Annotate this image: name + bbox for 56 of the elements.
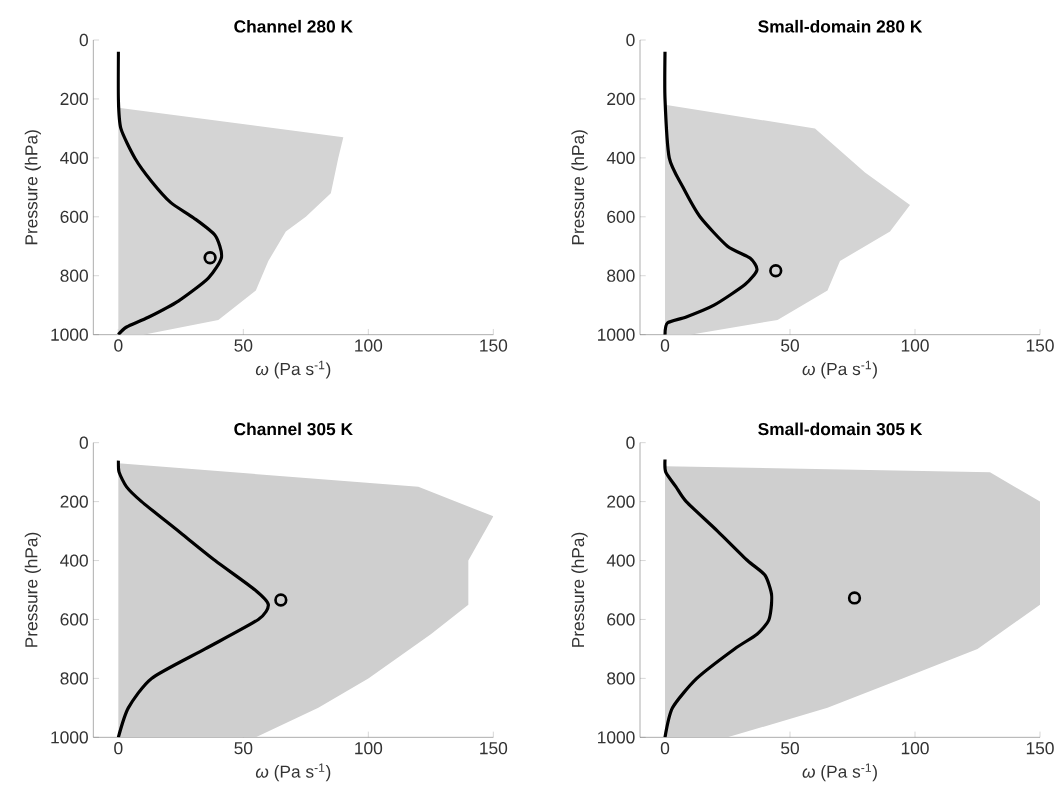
y-tick-label: 800 [60, 269, 88, 282]
line-series [116, 50, 224, 335]
x-tick-label: 150 [480, 339, 508, 352]
y-tick-label: 200 [60, 495, 88, 508]
x-tick-label: 150 [1026, 339, 1054, 352]
x-tick-label: 50 [781, 339, 799, 352]
y-tick-label: 0 [79, 33, 88, 47]
y-axis-title: Pressure (hPa) [571, 130, 588, 245]
line-series [116, 459, 270, 738]
y-tick-label: 600 [607, 613, 635, 626]
y-tick-label: 200 [60, 92, 88, 106]
x-tick-label: 100 [901, 339, 929, 352]
x-tick-label: 50 [234, 339, 253, 352]
y-tick-label: 200 [607, 495, 635, 508]
y-tick-label: 0 [626, 436, 635, 449]
y-tick-label: 1000 [598, 731, 635, 744]
y-tick-label: 400 [60, 554, 88, 567]
y-tick-label: 1000 [51, 328, 88, 341]
x-tick-label: 100 [901, 742, 929, 755]
x-axis-title: ω (Pa s$^{-1}$) [255, 360, 331, 379]
y-tick-label: 800 [607, 672, 635, 685]
y-tick-label: 200 [607, 92, 635, 106]
y-axis-title: Pressure (hPa) [24, 130, 41, 245]
y-tick-label: 400 [60, 151, 88, 164]
y-tick-label: 0 [626, 33, 635, 47]
x-tick-label: 100 [355, 339, 383, 352]
x-axis-title: ω (Pa s$^{-1}$) [802, 763, 877, 782]
x-tick-label: 0 [114, 742, 123, 755]
y-axis-title: Pressure (hPa) [571, 532, 588, 647]
y-tick-label: 800 [607, 269, 635, 282]
x-axis-title: ω (Pa s$^{-1}$) [255, 763, 331, 782]
chart-title: Small-domain 305 K [758, 422, 923, 436]
y-tick-label: 600 [60, 210, 88, 223]
x-tick-label: 150 [480, 742, 508, 755]
y-axis-title: Pressure (hPa) [24, 532, 41, 647]
y-tick-label: 400 [606, 554, 635, 567]
y-tick-label: 400 [606, 151, 635, 164]
x-tick-label: 150 [1026, 742, 1054, 755]
chart-title: Channel 305 K [234, 422, 353, 436]
y-tick-label: 1000 [598, 328, 635, 341]
line-series [663, 50, 759, 335]
x-tick-label: 50 [781, 742, 799, 755]
y-tick-label: 800 [60, 672, 88, 685]
y-tick-label: 600 [607, 210, 635, 223]
chart-title: Channel 280 K [234, 19, 353, 33]
x-tick-label: 100 [355, 742, 383, 755]
x-tick-label: 50 [234, 742, 253, 755]
y-tick-label: 1000 [51, 731, 88, 744]
x-tick-label: 0 [660, 742, 670, 755]
y-tick-label: 0 [79, 436, 88, 449]
x-axis-title: ω (Pa s$^{-1}$) [802, 360, 877, 379]
x-tick-label: 0 [660, 339, 670, 352]
line-series [663, 457, 774, 738]
y-tick-label: 600 [60, 613, 88, 626]
x-tick-label: 0 [114, 339, 123, 352]
chart-title: Small-domain 280 K [758, 19, 923, 33]
